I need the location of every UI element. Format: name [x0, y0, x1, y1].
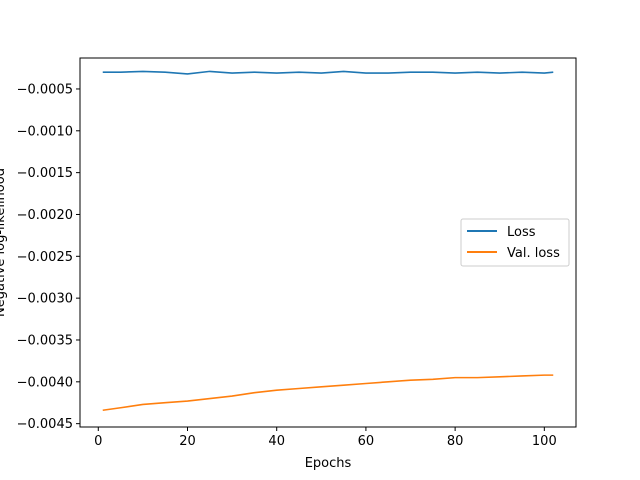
series-layer — [102, 70, 554, 412]
y-tick-label: −0.0035 — [17, 333, 73, 348]
x-tick-label: 100 — [532, 434, 557, 449]
y-axis-label: Negative log-likelihood — [0, 168, 8, 317]
series-line-val-loss — [102, 374, 554, 412]
x-tick-label: 80 — [447, 434, 464, 449]
plot-area — [79, 57, 577, 428]
y-tick-label: −0.0005 — [17, 82, 73, 97]
y-axis: −0.0045 −0.0040 −0.0035 −0.0030 −0.0025 −0.00… — [17, 82, 80, 432]
legend-label-val-loss: Val. loss — [507, 246, 560, 261]
legend-label-loss: Loss — [507, 225, 536, 240]
y-tick-label: −0.0030 — [17, 292, 73, 307]
y-tick-label: −0.0040 — [17, 375, 73, 390]
legend: Loss Val. loss — [460, 218, 570, 267]
x-axis: 0 20 40 60 80 100 — [94, 427, 557, 449]
x-tick-label: 40 — [268, 434, 285, 449]
y-tick-label: −0.0015 — [17, 166, 73, 181]
y-tick-label: −0.0045 — [17, 417, 73, 432]
y-tick-label: −0.0025 — [17, 250, 73, 265]
x-tick-label: 60 — [358, 434, 375, 449]
x-tick-label: 0 — [94, 434, 102, 449]
x-tick-label: 20 — [179, 434, 196, 449]
y-tick-label: −0.0010 — [17, 124, 73, 139]
series-line-loss — [102, 70, 554, 75]
x-axis-label: Epochs — [305, 456, 352, 471]
y-tick-label: −0.0020 — [17, 208, 73, 223]
axes-frame — [79, 57, 577, 428]
